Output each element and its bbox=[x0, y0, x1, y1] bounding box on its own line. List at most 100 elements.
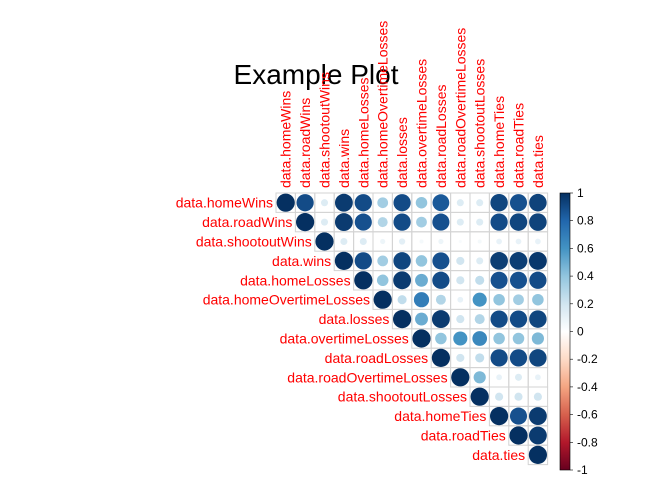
correlation-circle bbox=[529, 310, 547, 328]
correlation-circle bbox=[472, 292, 487, 307]
correlation-circle bbox=[529, 271, 547, 289]
correlation-circle bbox=[514, 392, 523, 401]
correlation-circle bbox=[490, 213, 508, 231]
correlation-circle bbox=[438, 238, 444, 245]
row-label: data.shootoutLosses bbox=[338, 389, 467, 405]
row-label: data.ties bbox=[472, 447, 525, 463]
correlation-circle bbox=[528, 426, 547, 445]
column-label: data.ties bbox=[530, 135, 546, 188]
correlation-circle bbox=[354, 271, 373, 290]
correlation-circle bbox=[456, 315, 465, 324]
correlation-circle bbox=[490, 310, 508, 328]
correlation-circle bbox=[432, 271, 450, 289]
correlation-circle bbox=[415, 312, 428, 326]
correlation-circle bbox=[528, 407, 547, 426]
correlation-circle bbox=[415, 196, 428, 209]
column-label: data.roadWins bbox=[297, 98, 313, 188]
color-tick-label: -0.8 bbox=[577, 435, 598, 449]
color-tick-label: 0.2 bbox=[577, 297, 594, 311]
column-labels: data.homeWins data.roadWins data.shootoutW… bbox=[278, 21, 546, 188]
correlation-circle bbox=[334, 251, 353, 270]
correlation-circle bbox=[431, 310, 450, 329]
color-bar bbox=[559, 192, 571, 471]
correlation-circle bbox=[476, 257, 484, 265]
row-label: data.homeWins bbox=[176, 195, 273, 211]
correlation-circle bbox=[509, 310, 528, 328]
correlation-circle bbox=[456, 199, 464, 207]
correlation-circle bbox=[515, 238, 522, 245]
correlation-circle bbox=[535, 374, 541, 381]
correlation-circle bbox=[380, 238, 386, 245]
column-label: data.roadOvertimeLosses bbox=[452, 28, 468, 188]
row-label: data.overtimeLosses bbox=[280, 331, 409, 347]
correlation-circle bbox=[398, 238, 406, 245]
correlation-circle bbox=[528, 445, 548, 464]
correlation-circle bbox=[493, 293, 505, 306]
correlation-circle bbox=[354, 213, 372, 231]
correlation-circle bbox=[470, 387, 489, 406]
column-label: data.homeOvertimeLosses bbox=[375, 21, 391, 188]
correlation-circle bbox=[432, 194, 450, 212]
correlation-circle bbox=[474, 314, 485, 325]
correlation-circle bbox=[535, 238, 541, 245]
column-label: data.shootoutWins bbox=[317, 72, 333, 188]
correlation-circle bbox=[473, 371, 486, 384]
correlation-circle bbox=[416, 216, 427, 228]
correlation-circle bbox=[296, 213, 315, 232]
row-label: data.losses bbox=[319, 311, 390, 327]
row-label: data.homeOvertimeLosses bbox=[203, 292, 370, 308]
correlation-circle bbox=[296, 194, 314, 212]
correlation-circle bbox=[514, 373, 523, 381]
column-label: data.losses bbox=[394, 117, 410, 188]
correlation-circle bbox=[456, 276, 465, 285]
correlation-circle bbox=[512, 332, 525, 345]
correlation-circle bbox=[529, 213, 547, 231]
column-label: data.roadLosses bbox=[433, 84, 449, 188]
correlation-circle bbox=[532, 293, 544, 306]
correlation-circle bbox=[393, 310, 412, 329]
correlation-circle bbox=[495, 392, 504, 401]
correlation-circle bbox=[456, 218, 464, 226]
correlation-circle bbox=[533, 392, 542, 401]
correlation-circle bbox=[531, 332, 545, 345]
row-label: data.roadLosses bbox=[325, 350, 429, 366]
correlation-circle bbox=[377, 217, 388, 228]
correlation-circle bbox=[456, 256, 465, 265]
color-tick-label: 0 bbox=[577, 325, 584, 339]
correlation-circle bbox=[453, 331, 468, 346]
correlation-circle bbox=[529, 193, 547, 212]
grid-cell bbox=[527, 444, 549, 466]
correlation-circle bbox=[334, 193, 353, 212]
chart-title: Example Plot bbox=[234, 59, 399, 90]
row-label: data.roadTies bbox=[421, 428, 506, 444]
correlation-circle bbox=[490, 407, 509, 426]
correlation-circle bbox=[320, 199, 329, 207]
correlation-circle bbox=[513, 294, 524, 306]
correlation-circle bbox=[415, 255, 428, 267]
correlation-circle bbox=[490, 252, 508, 270]
correlation-circle bbox=[354, 194, 372, 212]
correlation-circle bbox=[415, 273, 428, 287]
column-label: data.shootoutLosses bbox=[472, 59, 488, 188]
row-label: data.homeLosses bbox=[240, 272, 351, 288]
correlation-circle bbox=[475, 275, 485, 285]
correlation-circle bbox=[509, 407, 528, 425]
color-tick-label: 0.4 bbox=[577, 269, 594, 283]
correlation-circle bbox=[490, 193, 508, 212]
correlation-circle bbox=[432, 213, 450, 231]
row-label: data.wins bbox=[272, 253, 331, 269]
correlation-circle bbox=[393, 194, 411, 212]
correlation-circle bbox=[320, 218, 329, 226]
correlation-circle bbox=[354, 252, 372, 270]
row-label: data.homeTies bbox=[394, 408, 486, 424]
correlation-circle bbox=[477, 239, 482, 244]
correlation-circle bbox=[334, 213, 353, 232]
correlation-circle bbox=[397, 295, 407, 305]
color-tick-label: -0.2 bbox=[577, 352, 598, 366]
correlation-circle bbox=[393, 271, 412, 290]
correlation-circle bbox=[413, 292, 430, 308]
correlation-circle bbox=[493, 332, 505, 345]
correlation-circle bbox=[509, 213, 528, 231]
correlation-circle bbox=[509, 194, 528, 212]
column-label: data.homeWins bbox=[278, 91, 294, 188]
